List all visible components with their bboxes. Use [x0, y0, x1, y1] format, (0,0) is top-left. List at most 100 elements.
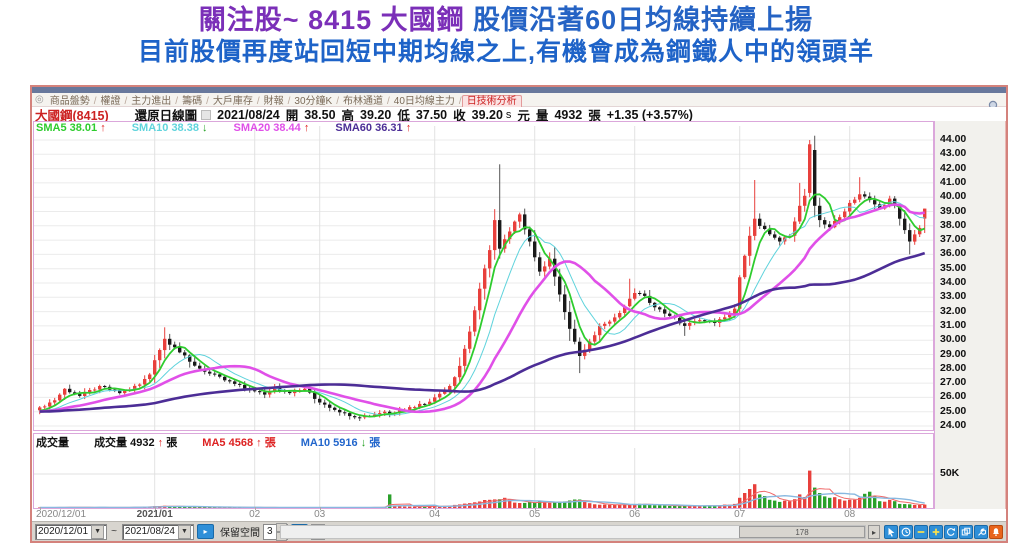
volume-ma5-value: 4568 — [228, 437, 254, 449]
price-chart-canvas[interactable] — [34, 122, 933, 430]
tab-item-5[interactable]: 大戶庫存 — [212, 96, 253, 107]
volume-current-value: 4932 — [130, 437, 155, 449]
zoom-in-button[interactable] — [929, 525, 943, 539]
month-tick — [319, 507, 321, 510]
time-tool-button[interactable] — [899, 525, 913, 539]
volume-ma5-unit: 張 — [264, 437, 276, 449]
tab-item-8[interactable]: 布林通道 — [343, 96, 383, 107]
price-tick-label: 30.00 — [940, 333, 967, 346]
tab-items: 商品盤勢 / 權證 / 主力進出 / 籌碼 / 大戶庫存 / 財報/30分鐘K / 布林通道/40日均線… — [46, 92, 522, 107]
date-to-select[interactable]: 2021/08/24 ▼ — [121, 523, 194, 540]
volume-ma5-label: MA5 — [202, 437, 226, 449]
headline-line1-stock: 關注股~ 8415 大國鋼 — [198, 5, 465, 35]
volume-chart-canvas[interactable] — [34, 434, 933, 508]
window-mode-button[interactable] — [959, 525, 973, 539]
price-tick-label: 37.00 — [940, 233, 967, 246]
tab-item-10[interactable]: 日技術分析 — [461, 95, 522, 107]
scroll-right-button[interactable]: ▸ — [868, 525, 880, 539]
high-value: 39.20 — [360, 107, 392, 122]
tab-item-3[interactable]: 主力進出 — [131, 96, 172, 107]
month-tick — [849, 507, 851, 510]
volume-panel-title: 成交量 — [36, 437, 69, 449]
change-value: +1.35 (+3.57%) — [606, 107, 693, 122]
tab-item-6[interactable]: 財報 — [263, 96, 284, 107]
price-tick-label: 29.00 — [940, 347, 967, 360]
info-bar: 大國鋼(8415) 還原日線圖 2021/08/24 開 38.50 高 39.… — [32, 107, 1006, 123]
price-tick-label: 40.00 — [940, 190, 967, 203]
price-tick-label: 33.00 — [940, 290, 967, 303]
price-tick-label: 24.00 — [940, 419, 967, 431]
tab-item-9[interactable]: 40日均線主力 — [393, 96, 455, 107]
clock-icon — [901, 527, 911, 537]
settings-tool-button[interactable] — [974, 525, 988, 539]
tab-item-2[interactable]: 權證 — [100, 96, 121, 107]
open-value: 38.50 — [304, 107, 336, 122]
month-label: 04 — [429, 509, 441, 520]
month-label: 02 — [249, 509, 261, 520]
range-apply-button[interactable]: ▸ — [196, 524, 214, 539]
tab-separator: / — [256, 96, 260, 107]
tab-item-4[interactable]: 籌碼 — [182, 96, 203, 107]
close-flag: s — [505, 108, 512, 121]
sma-legend-sma10: SMA10 38.38 ↓ — [131, 122, 208, 134]
price-tick-label: 42.00 — [940, 161, 967, 174]
low-label: 低 — [397, 109, 410, 123]
tab-item-7[interactable]: 30分鐘K — [294, 96, 333, 107]
sma-legend-sma60: SMA60 36.31 ↑ — [335, 122, 412, 134]
headline-line2: 目前股價再度站回短中期均線之上,有機會成為鋼鐵人中的領頭羊 — [138, 37, 874, 66]
app-window: ◎ 商品盤勢 / 權證 / 主力進出 / 籌碼 / 大戶庫存 / 財報/30分鐘K / 布林通道/40日… — [30, 85, 1008, 543]
tab-separator: / — [206, 96, 209, 107]
price-chart-frame — [33, 121, 934, 431]
tab-item-1[interactable]: 商品盤勢 — [49, 96, 90, 107]
price-tick-label: 39.00 — [940, 204, 967, 217]
month-label: 06 — [629, 509, 641, 520]
minus-icon — [917, 531, 925, 533]
pointer-icon — [888, 527, 895, 537]
undo-icon — [947, 528, 955, 536]
caret-down-icon[interactable]: ▼ — [177, 524, 191, 539]
tab-separator: / — [336, 96, 339, 107]
bottom-toolbar: 2020/12/01 ▼ ~ 2021/08/24 ▼ ▸ 保留空間 3 ▴▾ … — [32, 521, 1006, 541]
sma-legend-sma20: SMA20 38.44 ↑ — [233, 122, 310, 134]
volume-up-arrow: ↑ — [157, 437, 164, 449]
volume-label: 量 — [535, 109, 549, 123]
up-arrow-icon: ↑ — [303, 122, 310, 134]
volume-ma10-label: MA10 — [300, 437, 331, 449]
zoom-out-button[interactable] — [914, 525, 928, 539]
volume-current-unit: 張 — [166, 437, 178, 449]
up-arrow-icon: ↑ — [100, 122, 106, 134]
price-axis-panel: 44.00 43.00 42.00 41.00 40.00 39.00 38.00 37.00… — [934, 121, 1006, 509]
date-axis: 2020/12/01 2021/01 02 03 04 05 06 07 08 — [33, 507, 934, 521]
price-tick-label: 41.00 — [940, 175, 967, 188]
price-tick-label: 35.00 — [940, 261, 967, 274]
month-label: 03 — [314, 509, 326, 520]
month-label: 2020/12/01 — [36, 509, 87, 520]
low-value: 37.50 — [415, 107, 448, 122]
sma-legend: SMA5 38.01 ↑ SMA10 38.38 ↓ SMA20 38.44 ↑ SM… — [36, 122, 437, 135]
caret-down-icon[interactable]: ▼ — [91, 524, 105, 539]
tab-separator: / — [124, 96, 128, 107]
window-titlebar[interactable] — [32, 87, 1006, 93]
tab-separator: / — [93, 96, 97, 107]
home-icon[interactable]: ◎ — [35, 94, 44, 105]
up-arrow-icon: ↑ — [405, 122, 412, 134]
scrollbar-thumb[interactable]: 178 — [739, 526, 865, 538]
volume-ma5-arrow: ↑ — [256, 437, 262, 449]
down-arrow-icon: ↓ — [202, 122, 208, 134]
date-from-select[interactable]: 2020/12/01 ▼ — [35, 523, 108, 540]
chart-type-selector-icon[interactable] — [201, 109, 212, 120]
volume-chart-frame — [33, 433, 934, 509]
volume-ma10-unit: 張 — [369, 437, 381, 449]
go-icon: ▸ — [203, 527, 208, 536]
volume-ma10-arrow: ↓ — [360, 437, 367, 449]
volume-legend: 成交量 成交量 4932 ↑ 張 MA5 4568 ↑ 張 MA10 5916 … — [36, 434, 381, 449]
pointer-tool-button[interactable] — [884, 525, 898, 539]
price-tick-label: 38.00 — [940, 218, 967, 231]
volume-value: 4932 — [554, 107, 583, 122]
reset-view-button[interactable] — [944, 525, 958, 539]
chart-type-selector[interactable]: 還原日線圖 — [134, 109, 198, 123]
scrollbar-track[interactable]: 178 — [280, 525, 866, 539]
close-value: 39.20 — [471, 107, 503, 122]
tab-separator: / — [287, 96, 291, 107]
alert-button[interactable] — [989, 525, 1003, 539]
